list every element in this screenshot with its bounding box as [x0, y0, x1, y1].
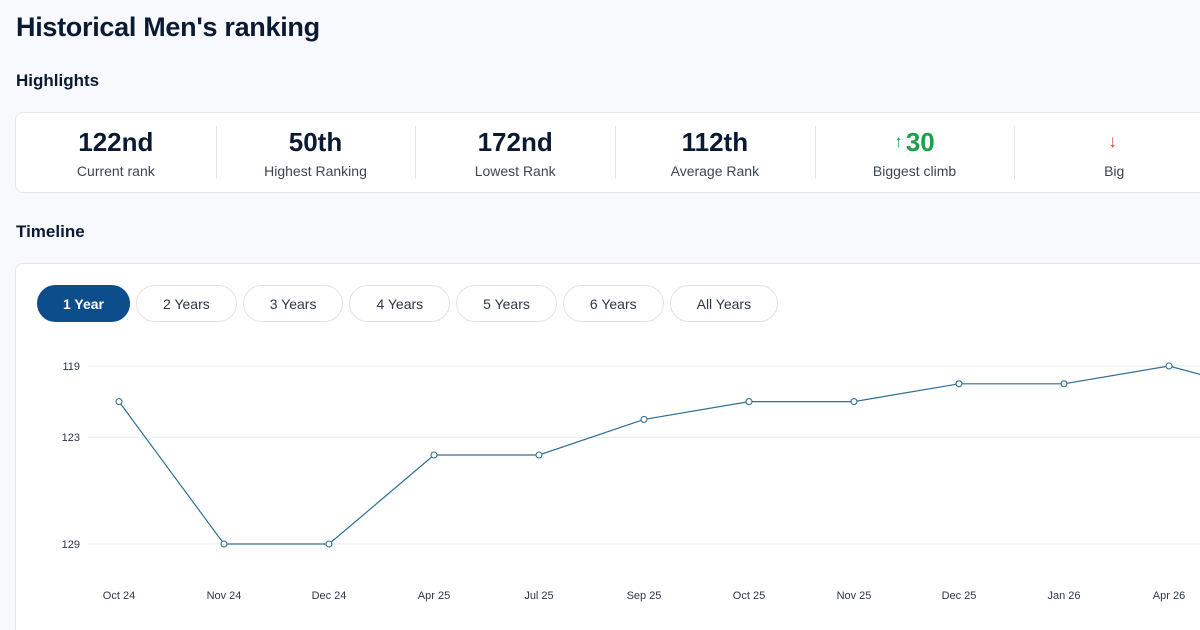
x-tick-label: Oct 25 [733, 590, 765, 602]
data-point [745, 398, 753, 406]
stat-label: Big [1104, 162, 1125, 179]
stat-label: Lowest Rank [474, 162, 556, 179]
y-tick-label: 119 [62, 361, 80, 373]
stat-average-rank: 112th Average Rank [615, 113, 815, 192]
x-tick-label: Dec 25 [942, 590, 977, 602]
stat-value: ↓ [1108, 127, 1120, 157]
tab-2-years[interactable]: 2 Years [136, 285, 237, 322]
page-title: Historical Men's ranking [16, 12, 320, 42]
tab-6-years[interactable]: 6 Years [562, 285, 664, 322]
stat-label: Average Rank [670, 162, 760, 179]
stat-highest-ranking: 50th Highest Ranking [215, 113, 416, 192]
stat-value: 112th [681, 126, 749, 157]
data-point [220, 540, 228, 548]
tab-1-year[interactable]: 1 Year [37, 285, 131, 322]
stat-biggest-climb: ↑ 30 Biggest climb [814, 113, 1015, 192]
x-tick-label: Jan 26 [1047, 590, 1080, 602]
tab-all-years[interactable]: All Years [669, 285, 779, 322]
stat-value: 122nd [78, 126, 154, 157]
stat-biggest-drop: ↓ Big [1014, 113, 1200, 192]
series-line [118, 365, 1200, 545]
x-tick-label: Sep 25 [627, 590, 662, 602]
tab-4-years[interactable]: 4 Years [349, 285, 451, 322]
highlights-heading: Highlights [16, 71, 100, 90]
stat-label: Biggest climb [872, 162, 957, 179]
arrow-down-icon: ↓ [1108, 131, 1117, 151]
stat-label: Current rank [76, 162, 155, 179]
arrow-up-icon: ↑ [894, 131, 903, 151]
data-point [535, 451, 543, 459]
timeline-heading: Timeline [16, 222, 85, 241]
stat-value: ↑ 30 [894, 127, 934, 157]
y-tick-label: 129 [62, 539, 80, 551]
data-point [115, 398, 123, 406]
x-tick-label: Jul 25 [524, 590, 553, 602]
x-tick-label: Dec 24 [312, 590, 347, 602]
data-point [1060, 380, 1068, 388]
data-point [640, 415, 648, 423]
x-tick-label: Apr 25 [418, 590, 450, 602]
data-point [325, 540, 333, 548]
stat-label: Highest Ranking [264, 162, 367, 179]
ranking-line-chart: 119 123 129 Oct 24 Nov 24 Dec 24 Apr 25 Jul 25 S… [62, 361, 1200, 602]
stat-value: 50th [288, 126, 343, 157]
y-tick-label: 123 [62, 432, 80, 444]
tab-5-years[interactable]: 5 Years [456, 285, 557, 322]
stat-current-rank: 122nd Current rank [16, 113, 216, 192]
x-tick-label: Oct 24 [103, 590, 135, 602]
climb-value: 30 [905, 126, 935, 157]
stat-lowest-rank: 172nd Lowest Rank [415, 113, 615, 192]
x-tick-label: Nov 24 [207, 590, 242, 602]
stat-value: 172nd [477, 126, 553, 157]
highlights-card: 122nd Current rank 50th Highest Ranking … [15, 112, 1200, 193]
x-tick-label: Nov 25 [837, 590, 872, 602]
data-point [955, 380, 963, 388]
timeline-card: 1 Year 2 Years 3 Years 4 Years 5 Years 6… [15, 263, 1200, 630]
data-point [1165, 362, 1173, 370]
data-point [430, 451, 438, 459]
data-point [850, 398, 858, 406]
x-tick-label: Apr 26 [1153, 590, 1185, 602]
tab-3-years[interactable]: 3 Years [242, 285, 344, 322]
range-tabs: 1 Year 2 Years 3 Years 4 Years 5 Years 6… [37, 285, 779, 322]
